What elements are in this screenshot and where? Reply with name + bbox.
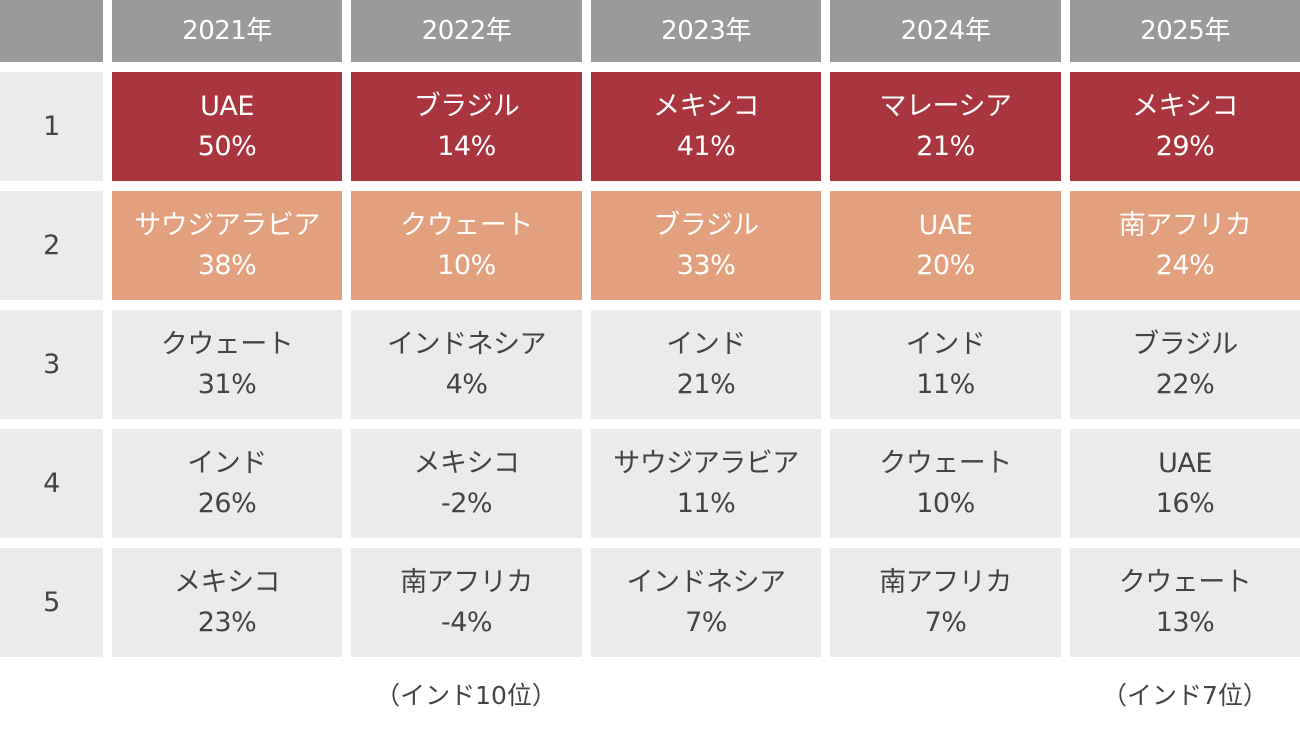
growth-value: 7%	[924, 606, 967, 638]
growth-value: 50%	[197, 130, 257, 162]
table-cell: クウェート 13%	[1070, 548, 1300, 657]
country-name: インドネシア	[626, 566, 787, 598]
table-cell: 南アフリカ -4%	[351, 548, 582, 657]
country-name: インドネシア	[387, 328, 547, 360]
table-cell: UAE 20%	[830, 191, 1061, 300]
table-cell: メキシコ 41%	[591, 72, 821, 181]
footnote: （インド10位）	[375, 681, 557, 710]
growth-value: 7%	[685, 606, 727, 638]
ranking-table: 2021年 2022年 2023年 2024年 2025年 1 UAE 50% ブラジル 14% メ…	[0, 0, 1300, 657]
growth-value: 11%	[916, 368, 975, 400]
country-name: サウジアラビア	[613, 447, 799, 479]
table-cell: ブラジル 14%	[351, 72, 582, 181]
growth-value: 10%	[916, 487, 975, 519]
table-cell: 南アフリカ 24%	[1070, 191, 1300, 300]
country-name: ブラジル	[413, 90, 520, 122]
country-name: インド	[666, 328, 746, 360]
rank-label: 3	[0, 310, 103, 419]
column-header: 2023年	[591, 0, 821, 62]
column-header: 2021年	[112, 0, 342, 62]
country-name: ブラジル	[653, 209, 759, 241]
growth-value: 22%	[1155, 368, 1215, 400]
growth-value: 26%	[197, 487, 257, 519]
country-name: ブラジル	[1132, 328, 1238, 360]
growth-value: 24%	[1155, 249, 1215, 281]
table-cell: インド 26%	[112, 429, 342, 538]
rank-label: 2	[0, 191, 103, 300]
header-corner	[0, 0, 103, 62]
growth-value: 41%	[676, 130, 736, 162]
growth-value: 31%	[197, 368, 257, 400]
growth-value: 23%	[197, 606, 257, 638]
table-cell: UAE 16%	[1070, 429, 1300, 538]
rank-label: 1	[0, 72, 103, 181]
country-name: マレーシア	[879, 90, 1012, 122]
table-cell: メキシコ 29%	[1070, 72, 1300, 181]
country-name: クウェート	[1118, 566, 1252, 598]
rank-label: 5	[0, 548, 103, 657]
table-cell: インド 11%	[830, 310, 1061, 419]
country-name: メキシコ	[413, 447, 521, 479]
growth-value: 38%	[197, 249, 257, 281]
country-name: インド	[905, 328, 986, 360]
growth-value: -4%	[440, 606, 493, 638]
country-name: UAE	[200, 90, 254, 122]
column-header: 2024年	[830, 0, 1061, 62]
table-cell: ブラジル 22%	[1070, 310, 1300, 419]
growth-value: 14%	[437, 130, 496, 162]
growth-value: 13%	[1155, 606, 1215, 638]
country-name: メキシコ	[653, 90, 760, 122]
country-name: 南アフリカ	[879, 566, 1012, 598]
country-name: クウェート	[160, 328, 294, 360]
footnote: （インド7位）	[1102, 681, 1268, 710]
table-cell: サウジアラビア 11%	[591, 429, 821, 538]
table-cell: UAE 50%	[112, 72, 342, 181]
country-name: UAE	[1158, 447, 1212, 479]
table-cell: クウェート 10%	[351, 191, 582, 300]
growth-value: 21%	[916, 130, 975, 162]
growth-value: 20%	[916, 249, 975, 281]
table-cell: クウェート 10%	[830, 429, 1061, 538]
growth-value: 11%	[676, 487, 736, 519]
country-name: メキシコ	[1132, 90, 1239, 122]
table-cell: インド 21%	[591, 310, 821, 419]
growth-value: 4%	[445, 368, 488, 400]
table-cell: メキシコ 23%	[112, 548, 342, 657]
country-name: UAE	[918, 209, 973, 241]
country-name: メキシコ	[174, 566, 281, 598]
growth-value: 21%	[676, 368, 736, 400]
table-cell: インドネシア 7%	[591, 548, 821, 657]
country-name: クウェート	[400, 209, 533, 241]
country-name: クウェート	[879, 447, 1012, 479]
country-name: インド	[187, 447, 267, 479]
column-header: 2025年	[1070, 0, 1300, 62]
table-cell: ブラジル 33%	[591, 191, 821, 300]
country-name: 南アフリカ	[1118, 209, 1252, 241]
table-cell: 南アフリカ 7%	[830, 548, 1061, 657]
table-cell: インドネシア 4%	[351, 310, 582, 419]
column-header: 2022年	[351, 0, 582, 62]
country-name: サウジアラビア	[134, 209, 320, 241]
table-cell: マレーシア 21%	[830, 72, 1061, 181]
growth-value: 10%	[437, 249, 496, 281]
table-cell: サウジアラビア 38%	[112, 191, 342, 300]
growth-value: 16%	[1155, 487, 1215, 519]
country-name: 南アフリカ	[400, 566, 533, 598]
rank-label: 4	[0, 429, 103, 538]
growth-value: 33%	[676, 249, 736, 281]
growth-value: -2%	[440, 487, 493, 519]
table-cell: クウェート 31%	[112, 310, 342, 419]
table-cell: メキシコ -2%	[351, 429, 582, 538]
growth-value: 29%	[1155, 130, 1215, 162]
